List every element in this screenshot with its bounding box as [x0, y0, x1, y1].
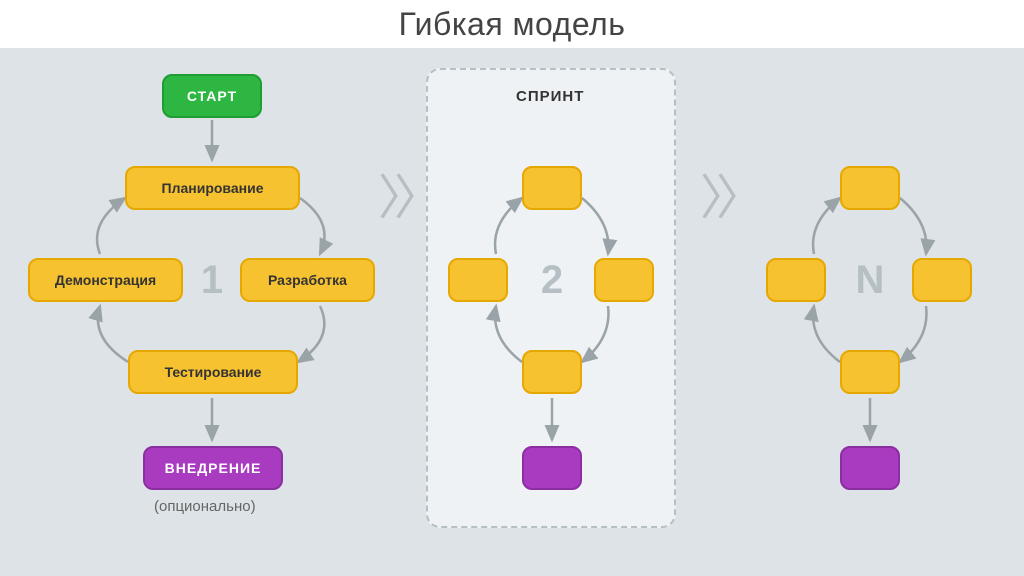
sprintN-top: [840, 166, 900, 210]
test-node: Тестирование: [128, 350, 298, 394]
sprintN-bottom: [840, 350, 900, 394]
page-title: Гибкая модель: [0, 0, 1024, 47]
chevrons-1: 〉〉: [378, 158, 434, 228]
sprint-label: СПРИНТ: [516, 88, 584, 105]
deploy-node-2: [522, 446, 582, 490]
sprint2-top: [522, 166, 582, 210]
diagram-canvas: СПРИНТ СТАРТ Планиров: [0, 48, 1024, 576]
planning-node: Планирование: [125, 166, 300, 210]
sprint2-left: [448, 258, 508, 302]
demo-node: Демонстрация: [28, 258, 183, 302]
chevrons-2: 〉〉: [700, 158, 756, 228]
sprintN-left: [766, 258, 826, 302]
start-node: СТАРТ: [162, 74, 262, 118]
sprint-number-N: N: [850, 260, 890, 300]
sprint-number-1: 1: [196, 260, 228, 300]
sprintN-right: [912, 258, 972, 302]
sprint-number-2: 2: [534, 260, 570, 300]
optional-note: (опционально): [154, 498, 256, 515]
deploy-node-1: ВНЕДРЕНИЕ: [143, 446, 283, 490]
dev-node: Разработка: [240, 258, 375, 302]
sprint2-bottom: [522, 350, 582, 394]
sprint2-right: [594, 258, 654, 302]
deploy-node-N: [840, 446, 900, 490]
